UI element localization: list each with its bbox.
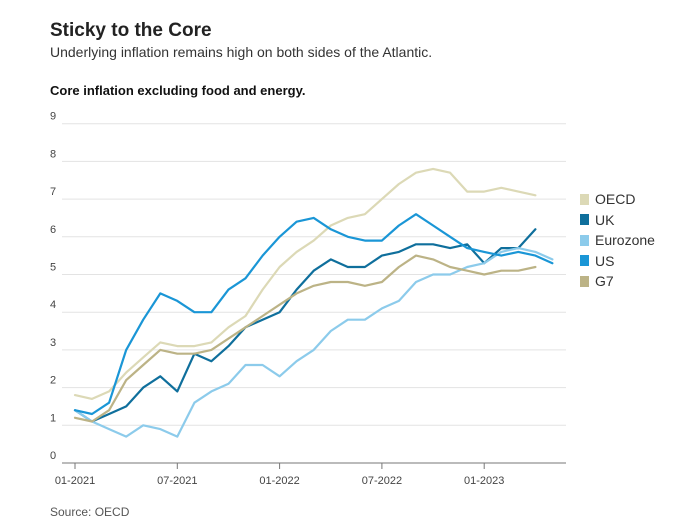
chart-title: Core inflation excluding food and energy… (50, 83, 306, 98)
x-tick-label: 01-2021 (55, 475, 95, 487)
legend-swatch (580, 193, 589, 205)
chart-legend: OECD UK Eurozone US G7 (580, 189, 655, 292)
y-tick-label: 0 (50, 450, 56, 462)
y-tick-label: 1 (50, 412, 56, 424)
legend-swatch (580, 214, 589, 226)
legend-item-us: US (580, 251, 655, 272)
y-tick-label: 9 (50, 111, 56, 123)
legend-swatch (580, 255, 589, 267)
headline: Sticky to the Core (50, 20, 212, 41)
legend-item-oecd: OECD (580, 189, 655, 210)
series-line-eurozone (73, 247, 554, 438)
grid-lines (62, 123, 566, 464)
y-tick-label: 7 (50, 186, 56, 198)
y-tick-label: 6 (50, 224, 56, 236)
subheadline: Underlying inflation remains high on bot… (50, 44, 433, 60)
legend-swatch (580, 275, 589, 287)
legend-item-g7: G7 (580, 271, 655, 292)
x-tick-label: 07-2022 (362, 475, 402, 487)
y-tick-label: 8 (50, 148, 56, 160)
legend-label: OECD (595, 191, 636, 208)
legend-item-eurozone: Eurozone (580, 230, 655, 251)
legend-swatch (580, 234, 589, 246)
y-tick-label: 3 (50, 337, 56, 349)
y-tick-label: 2 (50, 375, 56, 387)
source-note: Source: OECD (50, 505, 130, 519)
series-line-uk (73, 228, 537, 423)
x-tick-label: 07-2021 (157, 475, 197, 487)
legend-label: UK (595, 211, 615, 228)
legend-label: G7 (595, 273, 614, 290)
legend-item-uk: UK (580, 210, 655, 231)
series-line-us (73, 213, 554, 416)
series-line-oecd (73, 167, 537, 400)
y-tick-label: 4 (50, 299, 56, 311)
x-tick-label: 01-2022 (259, 475, 299, 487)
x-axis-labels: 01-2021 07-2021 01-2022 07-2022 01-2023 (55, 463, 504, 487)
x-tick-label: 01-2023 (464, 475, 504, 487)
series-lines (73, 167, 554, 438)
legend-label: Eurozone (595, 232, 655, 249)
y-axis-labels: 0 1 2 3 4 5 6 7 8 9 (50, 111, 56, 462)
series-line-g7 (73, 254, 537, 423)
legend-label: US (595, 252, 615, 269)
y-tick-label: 5 (50, 262, 56, 274)
